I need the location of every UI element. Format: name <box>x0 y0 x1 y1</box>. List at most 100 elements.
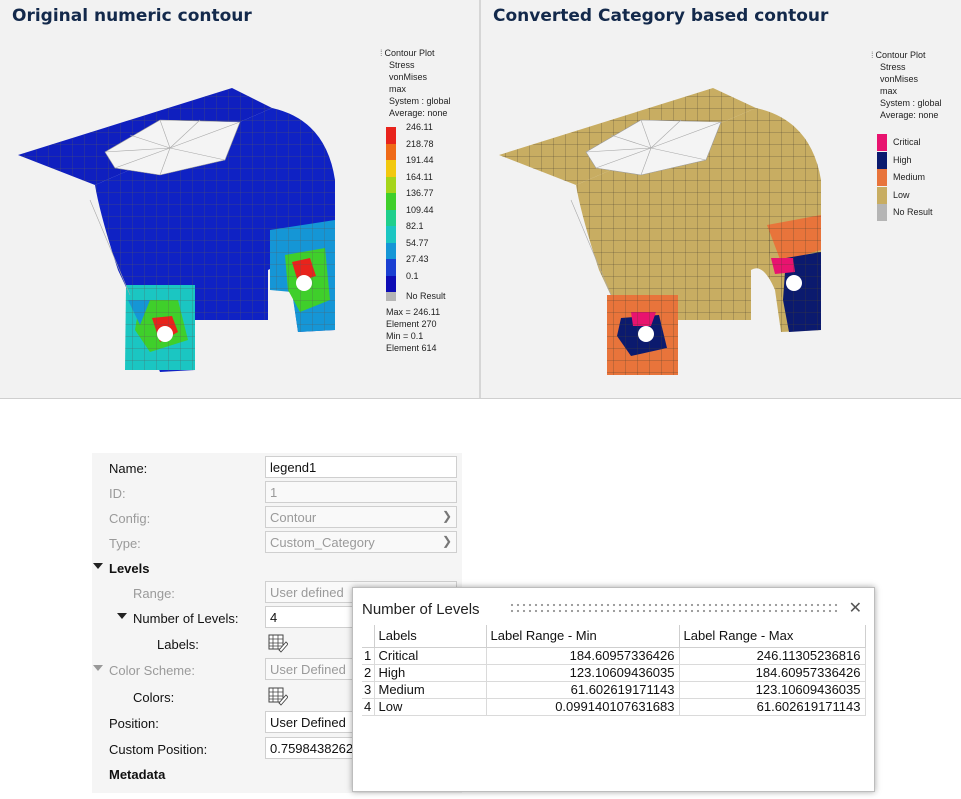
category-level: Critical <box>877 134 961 151</box>
name-field[interactable]: legend1 <box>265 456 457 478</box>
color-bar-level: 136.77 <box>386 188 486 210</box>
type-value: Custom_Category <box>270 535 375 550</box>
category-label: Critical <box>893 137 921 147</box>
min-cell[interactable]: 0.099140107631683 <box>485 697 680 716</box>
column-header-labels[interactable]: Labels <box>373 625 487 648</box>
category-contour-legend[interactable]: ⁞ Contour Plot Stress vonMises max System… <box>871 49 959 229</box>
min-cell[interactable]: 184.60957336426 <box>485 646 680 665</box>
max-cell[interactable]: 184.60957336426 <box>678 663 866 682</box>
color-bar-level: 109.44 <box>386 205 486 227</box>
min-cell[interactable]: 61.602619171143 <box>485 680 680 699</box>
category-level: Medium <box>877 169 961 186</box>
labels-label: Labels: <box>157 637 199 652</box>
color-scheme-label: Color Scheme: <box>109 663 195 678</box>
drag-handle[interactable] <box>509 602 839 614</box>
table-row[interactable]: 1 Critical 184.60957336426 246.11305236816 <box>362 646 866 665</box>
drag-grip-icon[interactable]: ⁞ <box>380 48 383 58</box>
category-swatch <box>877 134 887 151</box>
colors-label: Colors: <box>133 690 175 705</box>
color-swatch <box>386 193 396 210</box>
metadata-section-row[interactable]: Metadata <box>92 761 462 785</box>
level-value-label: 109.44 <box>406 204 434 215</box>
max-cell[interactable]: 246.11305236816 <box>678 646 866 665</box>
legend-result-layer: max <box>880 86 898 96</box>
viewport-title: Original numeric contour <box>12 6 252 26</box>
category-contour-viewport[interactable]: Converted Category based contour <box>481 0 961 399</box>
legend-min-element: Element 614 <box>386 343 437 353</box>
metadata-section-header: Metadata <box>109 767 166 782</box>
color-swatch <box>386 242 396 260</box>
original-contour-viewport[interactable]: Original numeric contour <box>0 0 480 399</box>
collapse-triangle-icon[interactable] <box>93 665 103 671</box>
table-row[interactable]: 4 Low 0.099140107631683 61.602619171143 <box>362 697 866 716</box>
drag-grip-icon[interactable]: ⁞ <box>871 50 874 60</box>
level-value-label: 218.78 <box>406 138 434 149</box>
position-label: Position: <box>109 716 159 731</box>
color-swatch <box>386 143 396 161</box>
row-index: 1 <box>362 646 375 665</box>
color-bar-level: 82.1 <box>386 221 486 243</box>
collapse-triangle-icon[interactable] <box>117 613 127 619</box>
fe-model-category[interactable] <box>481 0 961 399</box>
category-label: Medium <box>893 172 926 182</box>
level-value-label: 164.11 <box>406 171 433 182</box>
levels-section-row[interactable]: Levels <box>92 555 462 579</box>
max-cell[interactable]: 123.10609436035 <box>678 680 866 699</box>
name-label: Name: <box>109 461 148 476</box>
color-swatch <box>386 259 396 276</box>
table-row[interactable]: 3 Medium 61.602619171143 123.10609436035 <box>362 680 866 699</box>
legend-result-type: Stress <box>880 62 906 72</box>
id-row: ID: 1 <box>92 480 462 504</box>
legend-result-component: vonMises <box>880 74 919 84</box>
max-cell[interactable]: 61.602619171143 <box>678 697 866 716</box>
color-bar-level: 191.44 <box>386 155 486 177</box>
color-bar-level: 27.43 <box>386 254 486 276</box>
category-swatch <box>877 186 887 204</box>
colors-row: Colors: <box>92 684 462 708</box>
color-swatch <box>386 176 396 194</box>
label-cell[interactable]: Medium <box>373 680 487 699</box>
number-of-levels-dialog: Number of Levels ✕ Labels Label Range - … <box>352 587 875 792</box>
column-header-min[interactable]: Label Range - Min <box>485 625 680 648</box>
config-value: Contour <box>270 510 317 525</box>
label-cell[interactable]: Low <box>373 697 487 716</box>
category-level: Low <box>877 186 961 204</box>
level-value-label: 136.77 <box>406 188 434 198</box>
color-bar-level: 164.11 <box>386 172 486 194</box>
color-swatch <box>386 275 396 293</box>
levels-section-header: Levels <box>109 561 150 576</box>
category-level: High <box>877 151 961 169</box>
level-value-label: 0.1 <box>406 270 419 281</box>
min-cell[interactable]: 123.10609436035 <box>485 663 680 682</box>
table-row[interactable]: 2 High 123.10609436035 184.60957336426 <box>362 663 866 682</box>
custom-position-label: Custom Position: <box>109 742 208 757</box>
legend-averaging: Average: none <box>880 110 939 120</box>
close-icon[interactable]: ✕ <box>848 600 862 617</box>
collapse-triangle-icon[interactable] <box>93 563 103 569</box>
no-result-swatch <box>386 292 396 301</box>
level-value-label: 82.1 <box>406 221 424 231</box>
category-bar: Critical High Medium Low No Result <box>877 134 957 224</box>
color-swatch <box>386 160 396 177</box>
color-bar: 246.11 218.78 191.44 164.11 136.77 109.44 82.1… <box>386 122 486 293</box>
color-bar-level: 0.1 <box>386 271 486 293</box>
category-swatch <box>877 151 887 169</box>
fe-model-numeric[interactable] <box>0 0 480 399</box>
level-value-label: 54.77 <box>406 237 429 248</box>
config-label: Config: <box>109 511 151 526</box>
legend-result-component: vonMises <box>389 72 428 82</box>
color-swatch <box>386 226 396 243</box>
viewport-divider[interactable] <box>479 0 481 399</box>
labels-row: Labels: <box>92 631 462 655</box>
numeric-contour-legend[interactable]: ⁞ Contour Plot Stress vonMises max System… <box>380 47 476 357</box>
legend-title: Contour Plot <box>384 48 435 58</box>
range-label: Range: <box>133 586 175 601</box>
label-cell[interactable]: Critical <box>373 646 487 665</box>
chevron-down-icon: ❯ <box>441 509 452 523</box>
edit-table-icon[interactable] <box>268 633 288 653</box>
category-label: Low <box>893 189 910 200</box>
column-header-max[interactable]: Label Range - Max <box>678 625 866 648</box>
edit-colors-icon[interactable] <box>268 686 288 706</box>
category-label: No Result <box>893 207 933 217</box>
label-cell[interactable]: High <box>373 663 487 682</box>
